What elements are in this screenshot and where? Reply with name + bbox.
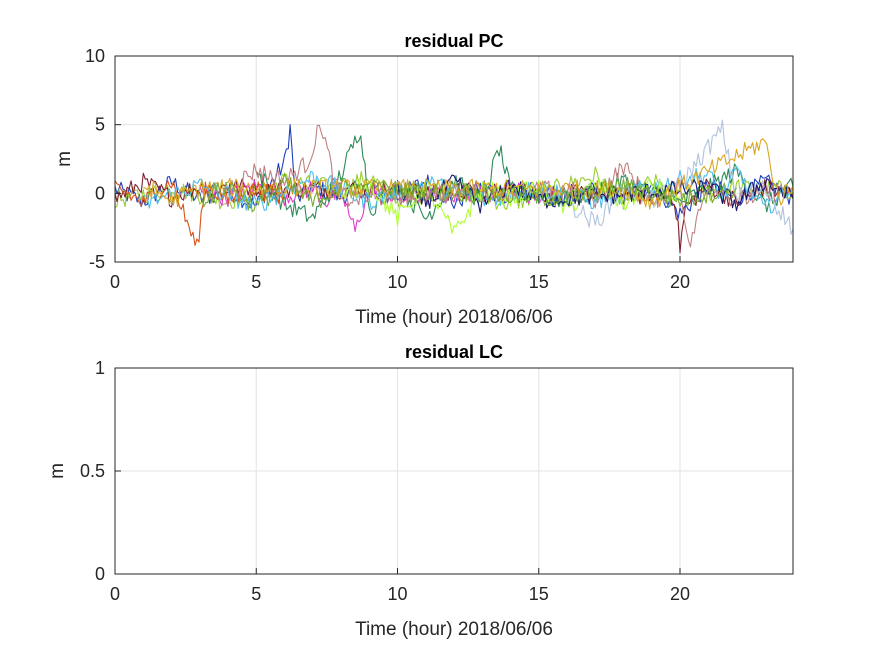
residual-lc-x-label: Time (hour) 2018/06/06	[355, 619, 553, 640]
residual-pc-series-line	[114, 179, 285, 246]
residual-pc-series-line	[114, 124, 794, 220]
residual-pc-x-tick-label: 20	[670, 272, 690, 292]
residual-pc-x-tick-label: 0	[110, 272, 120, 292]
residual-pc-series-line	[566, 119, 794, 235]
residual-pc-series-line	[199, 172, 737, 213]
residual-pc-grid	[115, 56, 793, 262]
residual-lc-tick-labels: 0 5 10 15 20 0 0.5 1	[80, 358, 690, 604]
residual-lc-x-tick-label: 20	[670, 584, 690, 604]
residual-lc-y-tick-label: 0	[95, 564, 105, 584]
residual-pc-title: residual PC	[404, 31, 503, 51]
residual-lc-axes: 0 5 10 15 20 0 0.5 1 residual LC Time (hour) 20…	[47, 342, 794, 640]
residual-pc-axes-box	[114, 55, 794, 263]
residual-lc-y-tick-label: 1	[95, 358, 105, 378]
residual-pc-series-line	[340, 178, 681, 234]
residual-lc-grid	[115, 368, 793, 574]
residual-lc-x-tick-label: 10	[387, 584, 407, 604]
residual-pc-y-tick-label: 5	[95, 115, 105, 135]
residual-pc-y-tick-label: -5	[89, 252, 105, 272]
residual-pc-x-label: Time (hour) 2018/06/06	[355, 307, 553, 328]
residual-lc-y-label: m	[47, 463, 68, 479]
residual-pc-plot-area	[115, 56, 793, 262]
residual-lc-title: residual LC	[405, 342, 503, 362]
residual-pc-series-line	[143, 138, 794, 210]
residual-pc-series	[114, 119, 794, 254]
residual-lc-x-tick-label: 15	[529, 584, 549, 604]
residual-pc-x-tick-label: 10	[387, 272, 407, 292]
residual-lc-x-tick-label: 5	[251, 584, 261, 604]
residual-pc-x-tick-label: 5	[251, 272, 261, 292]
residual-pc-y-tick-label: 0	[95, 183, 105, 203]
residual-lc-y-tick-label: 0.5	[80, 461, 105, 481]
residual-lc-x-tick-label: 0	[110, 584, 120, 604]
residual-pc-series-line	[255, 135, 794, 222]
residual-pc-y-label: m	[54, 151, 75, 167]
residual-pc-y-tick-label: 10	[85, 46, 105, 66]
residual-pc-x-tick-label: 15	[529, 272, 549, 292]
